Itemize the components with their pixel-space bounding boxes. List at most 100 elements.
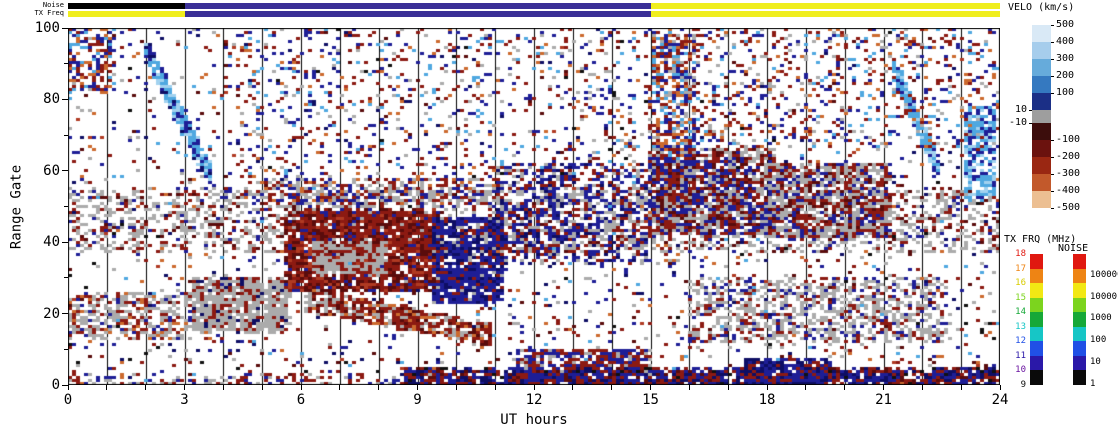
noise-strip-label: Noise [42,1,64,9]
x-tick [378,385,380,390]
velo-colorbar-tick [1051,75,1054,77]
txfrq-scale-segment [1030,268,1043,283]
txfrq-scale-segment [1030,283,1043,298]
x-tick [650,385,651,390]
noise-scale-segment [1073,341,1086,356]
velo-scale-segment [1032,157,1051,174]
noise-scale-segment [1073,283,1086,298]
velo-tick-label: 10 [1014,104,1027,115]
x-tick [67,385,69,390]
noise-tick-label: 100 [1090,335,1107,345]
noise-strip-segment [68,3,185,9]
noise-scale-segment [1073,355,1086,370]
txfrq-scale-segment [1030,341,1043,356]
velo-colorbar-tick [1051,139,1054,141]
velo-scale-segment [1032,25,1051,42]
x-tick [494,385,496,390]
x-tick [339,385,341,390]
velocity-colorbar-title: VELO (km/s) [1008,2,1075,13]
velo-tick-label: -400 [1056,185,1081,196]
x-tick [184,385,185,390]
x-tick [883,385,884,390]
velo-scale-segment [1032,76,1051,93]
x-tick [261,385,263,390]
velo-scale-segment [1032,110,1051,123]
x-tick [921,385,923,390]
txfrq-tick-label: 15 [1015,292,1026,303]
x-tick [844,385,846,390]
txfrq-tick-label: 11 [1015,350,1026,361]
velo-tick-label: 100 [1056,87,1075,98]
noise-strip-segment [650,3,1000,9]
velo-scale-segment [1032,59,1051,76]
velo-tick-label: -300 [1056,168,1081,179]
velo-tick-label: -10 [1008,117,1027,128]
noise-scale-segment [1073,268,1086,283]
rti-plot-canvas [68,28,1000,385]
y-tick-label: 60 [43,162,60,179]
txfrq-scale-segment [1030,355,1043,370]
x-tick [533,385,535,390]
y-tick-label: 80 [43,91,60,108]
velo-tick-label: -100 [1056,134,1081,145]
txfrq-tick-label: 18 [1015,249,1026,259]
txfrq-tick-label: 14 [1015,307,1026,317]
txfrq-scale-segment [1030,326,1043,341]
velo-colorbar-tick [1051,156,1054,158]
noise-tick-label: 1 [1090,378,1096,389]
y-tick [64,134,68,136]
velo-tick-label: 400 [1056,36,1075,47]
x-tick-label: 21 [875,392,892,408]
x-tick [727,385,729,390]
txfrq-scale-segment [1030,297,1043,312]
velo-scale-segment [1032,140,1051,157]
txfrq-tick-label: 16 [1015,278,1026,288]
y-tick [64,277,68,279]
velo-colorbar-tick [1051,41,1054,43]
noise-scale-segment [1073,312,1086,327]
x-tick [999,385,1001,390]
x-tick [145,385,147,390]
y-tick [62,27,68,29]
x-tick-label: 6 [296,392,306,408]
noise-scale-segment [1073,254,1086,269]
txfrq-tick-label: 10 [1015,365,1026,375]
x-tick [300,385,302,390]
y-tick [64,63,68,65]
x-tick [960,385,962,390]
x-tick [766,385,768,390]
y-tick-label: 100 [34,20,60,36]
x-tick [572,385,574,390]
y-tick-label: 0 [51,377,60,393]
txfreq-strip-segment [650,11,1000,17]
x-tick [805,385,807,390]
velo-colorbar-tick [1051,92,1054,94]
noise-tick-label: 100000 [1090,269,1118,280]
y-tick [64,206,68,207]
txfrq-colorbar-title: TX FRQ (MHz) [1004,234,1077,245]
noise-tick-label: 1000 [1090,313,1112,324]
x-tick [688,385,690,390]
x-axis-label: UT hours [500,412,568,428]
noise-scale-segment [1073,297,1086,312]
x-tick [611,385,613,390]
y-tick [62,98,68,100]
velo-colorbar-tick [1051,173,1054,175]
velo-tick-label: 300 [1056,53,1075,64]
txfrq-tick-label: 12 [1015,336,1026,346]
noise-strip-segment [184,3,651,9]
x-tick [455,385,457,390]
noise-colorbar-title: NOISE [1058,243,1089,254]
x-tick [417,385,418,390]
velo-colorbar-tick [1029,109,1032,111]
x-tick-label: 9 [413,392,422,408]
y-tick [62,313,68,315]
txfrq-tick-label: 9 [1020,379,1026,390]
y-tick [62,170,68,172]
y-axis-label: Range Gate [8,164,25,250]
velo-scale-segment [1032,42,1051,59]
x-tick-label: 15 [642,392,659,408]
txfrq-tick-label: 17 [1015,263,1026,274]
velo-tick-label: 200 [1056,70,1075,81]
